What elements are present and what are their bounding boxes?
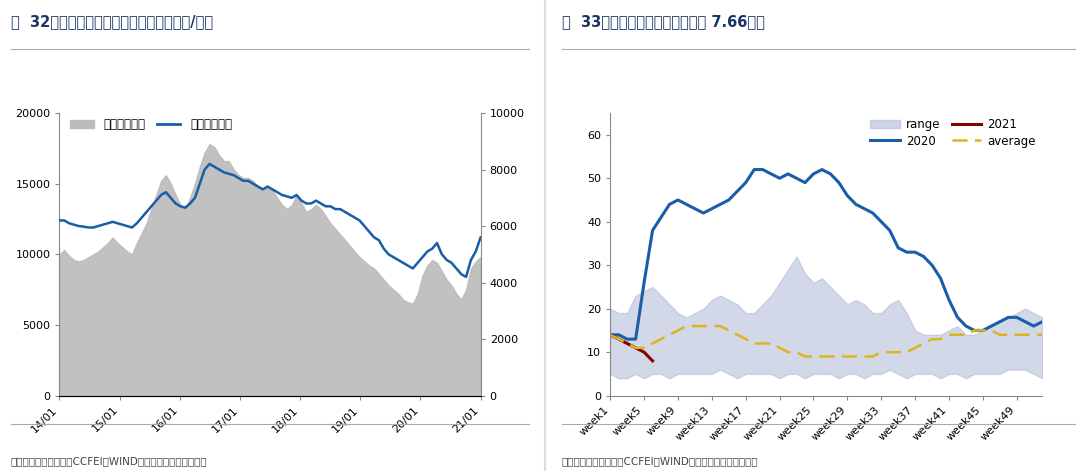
Text: 数据来源：华瑞信息，CCFEI，WIND，广发证券发展研究中心: 数据来源：华瑞信息，CCFEI，WIND，广发证券发展研究中心 bbox=[11, 456, 207, 466]
Text: 图  32：粘胶短纤价格价差走势（日度，元/吨）: 图 32：粘胶短纤价格价差走势（日度，元/吨） bbox=[11, 14, 213, 29]
Text: 数据来源：华瑞信息，CCFEI，WIND，广发证券发展研究中心: 数据来源：华瑞信息，CCFEI，WIND，广发证券发展研究中心 bbox=[562, 456, 758, 466]
Legend: 粘胶短纤价差, 粘胶短纤价格: 粘胶短纤价差, 粘胶短纤价格 bbox=[65, 114, 237, 136]
Text: 图  33：粘胶短纤库存走势（周度 7.66天）: 图 33：粘胶短纤库存走势（周度 7.66天） bbox=[562, 14, 765, 29]
Legend: range, 2020, 2021, average: range, 2020, 2021, average bbox=[865, 114, 1041, 152]
